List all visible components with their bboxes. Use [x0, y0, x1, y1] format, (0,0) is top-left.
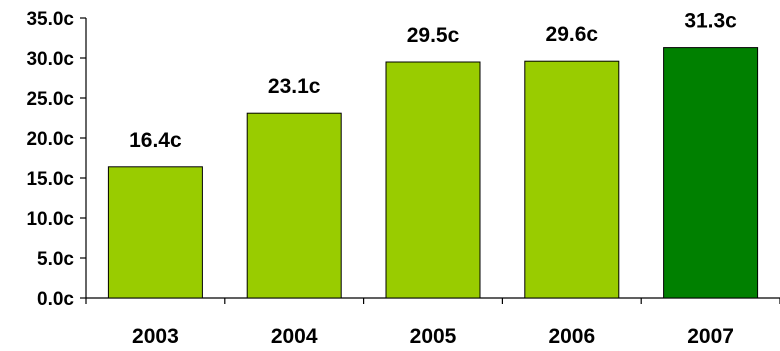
y-tick-label: 20.0c	[26, 129, 74, 150]
category-label-2003: 2003	[132, 325, 179, 348]
category-label-2004: 2004	[271, 325, 318, 348]
y-tick-label: 30.0c	[26, 49, 74, 70]
data-label-2006: 29.6c	[546, 23, 599, 46]
bars	[107, 47, 759, 299]
data-label-2003: 16.4c	[129, 129, 182, 152]
bar-2006	[524, 60, 620, 299]
y-tick-label: 5.0c	[37, 249, 74, 270]
bar-2003	[107, 166, 203, 299]
category-label-2006: 2006	[548, 325, 595, 348]
y-tick-label: 25.0c	[26, 89, 74, 110]
data-label-2005: 29.5c	[407, 24, 460, 47]
y-axis: 0.0c 5.0c 10.0c 15.0c 20.0c 25.0c 30.0c 35.0c	[26, 9, 87, 310]
category-label-2007: 2007	[687, 325, 734, 348]
bar-2007	[663, 47, 759, 299]
bar-2004	[246, 112, 342, 299]
data-label-2004: 23.1c	[268, 75, 321, 98]
data-label-2007: 31.3c	[684, 10, 737, 33]
data-labels: 16.4c 23.1c 29.5c 29.6c 31.3c	[129, 10, 737, 152]
category-label-2005: 2005	[410, 325, 457, 348]
bar-2005	[385, 61, 481, 299]
y-tick-label: 10.0c	[26, 209, 74, 230]
y-tick-label: 0.0c	[37, 289, 74, 310]
y-tick-label: 35.0c	[26, 9, 74, 30]
y-tick-label: 15.0c	[26, 169, 74, 190]
x-axis: 2003 2004 2005 2006 2007	[85, 297, 780, 348]
